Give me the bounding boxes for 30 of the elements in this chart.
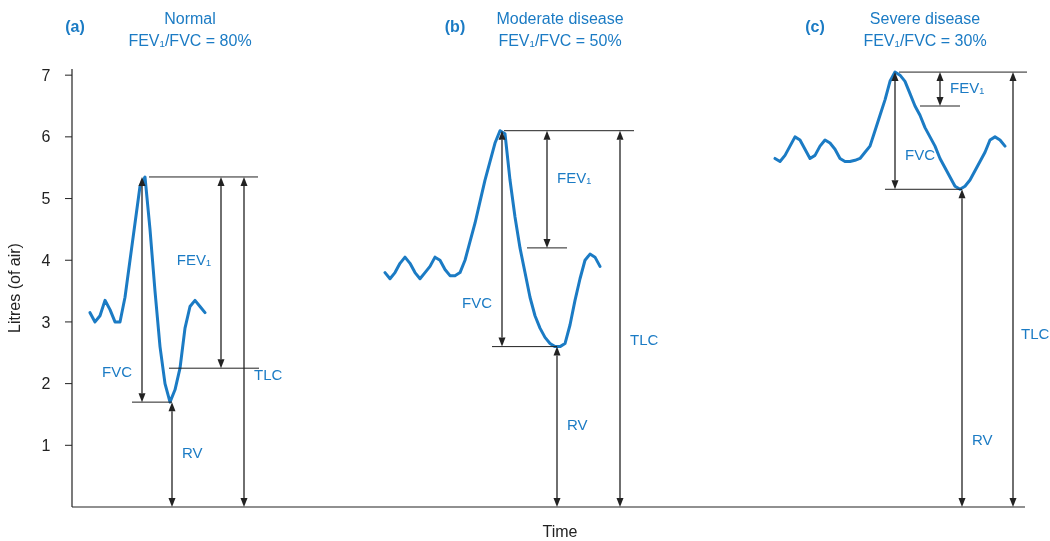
text: (a)	[65, 18, 85, 35]
y-tick-label: 5	[41, 190, 51, 208]
y-tick-label: 4	[41, 251, 51, 269]
text: Normal	[164, 10, 216, 27]
annotation: TLC	[630, 331, 659, 349]
annotation: FEV₁	[176, 251, 211, 269]
annotation: TLC	[254, 366, 283, 384]
text: FEV₁/FVC = 50%	[498, 32, 622, 49]
x-axis-title: Time	[542, 523, 578, 540]
annotation: RV	[567, 416, 588, 434]
annotation: RV	[972, 431, 993, 449]
y-tick-label: 2	[41, 375, 51, 393]
y-tick-label: 7	[41, 66, 51, 84]
y-tick-label: 1	[41, 436, 51, 454]
annotation: FVC	[905, 146, 936, 164]
text: Moderate disease	[496, 10, 624, 27]
y-tick-label: 6	[41, 128, 51, 146]
annotation: FVC	[462, 294, 493, 312]
y-axis-title: Litres (of air)	[6, 243, 23, 333]
text: Severe disease	[869, 10, 981, 27]
text: (b)	[444, 18, 466, 35]
text: FEV₁/FVC = 30%	[863, 32, 987, 49]
annotation: RV	[182, 444, 203, 462]
y-tick-label: 3	[41, 313, 51, 331]
annotation: TLC	[1021, 325, 1050, 343]
annotation: FVC	[102, 363, 133, 381]
text: (c)	[805, 18, 825, 35]
annotation: FEV₁	[950, 79, 985, 97]
annotation: FEV₁	[557, 169, 592, 187]
text: FEV₁/FVC = 80%	[128, 32, 252, 49]
